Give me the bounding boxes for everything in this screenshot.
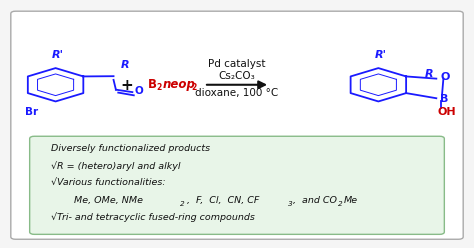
Text: B: B [440,94,448,104]
Text: B: B [147,78,156,91]
Text: dioxane, 100 °C: dioxane, 100 °C [195,88,279,98]
Text: 2: 2 [338,201,343,207]
Text: O: O [440,72,449,82]
FancyBboxPatch shape [30,136,444,234]
Text: R: R [121,60,129,70]
Text: Pd catalyst: Pd catalyst [208,59,266,69]
Text: 2: 2 [156,83,161,92]
Text: Me, OMe, NMe: Me, OMe, NMe [74,195,144,205]
Text: R': R' [52,50,64,60]
Text: √Various functionalities:: √Various functionalities: [51,178,165,187]
Text: Diversely functionalized products: Diversely functionalized products [51,144,210,153]
Text: 2: 2 [180,201,184,207]
Text: O: O [135,86,144,96]
Text: √Tri- and tetracyclic fused-ring compounds: √Tri- and tetracyclic fused-ring compoun… [51,212,255,222]
Text: Cs₂CO₃: Cs₂CO₃ [219,71,255,81]
Text: ,  F,  Cl,  CN, CF: , F, Cl, CN, CF [187,195,259,205]
Text: Br: Br [25,107,38,117]
Text: neop: neop [163,78,195,91]
Text: R: R [425,69,433,79]
Text: Me: Me [344,195,357,205]
FancyBboxPatch shape [11,11,463,239]
Text: +: + [120,78,133,93]
Text: R': R' [375,50,387,60]
Text: ,  and CO: , and CO [293,195,337,205]
Text: √R = (hetero)aryl and alkyl: √R = (hetero)aryl and alkyl [51,161,181,171]
Text: OH: OH [438,107,456,117]
Text: 3: 3 [288,201,292,207]
Text: 2: 2 [191,83,197,92]
